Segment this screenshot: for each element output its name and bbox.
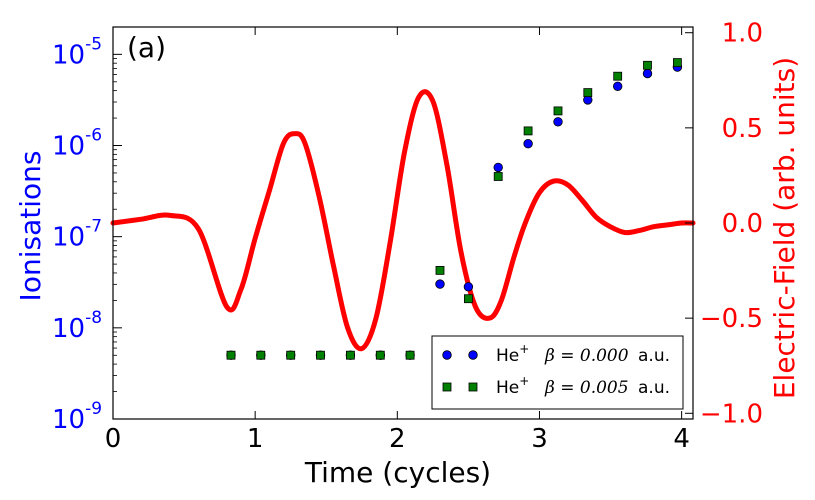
data-point-beta-0005 <box>316 350 325 360</box>
data-point-beta-0005 <box>643 60 652 70</box>
data-point-beta-0005 <box>286 350 296 360</box>
legend-label-ion: He+ <box>496 342 529 366</box>
legend-marker-square <box>468 382 478 392</box>
x-tick-label: 1 <box>247 424 264 454</box>
legend-label-ion: He+ <box>496 374 529 398</box>
data-point-beta-0 <box>493 162 503 173</box>
data-point-beta-0005 <box>613 71 623 81</box>
legend-marker-square <box>442 382 452 392</box>
x-tick-label: 0 <box>105 424 122 454</box>
right-axis-label: Electric-Field (arb. units) <box>768 57 801 399</box>
legend-label-beta: β = 0.000 <box>544 346 629 366</box>
data-point-beta-0 <box>463 282 474 292</box>
data-point-beta-0005 <box>435 265 445 275</box>
right-tick-labels: −1.0 −0.5 0.0 0.5 1.0 <box>700 19 763 430</box>
left-tick-label: 10-7 <box>52 217 102 253</box>
data-point-beta-0 <box>435 279 445 289</box>
left-tick-label: 10-6 <box>52 126 102 162</box>
right-tick-label: 0.0 <box>722 209 763 239</box>
data-point-beta-0 <box>613 81 623 92</box>
legend-box <box>431 335 684 410</box>
data-point-beta-0 <box>553 117 563 127</box>
right-tick-label: −1.0 <box>700 399 763 429</box>
right-tick-label: −0.5 <box>700 304 763 334</box>
panel-label: (a) <box>127 31 166 64</box>
data-point-beta-0005 <box>345 350 355 360</box>
x-tick-label: 4 <box>673 424 690 454</box>
legend-label-unit: a.u. <box>638 378 670 398</box>
legend-label-beta: β = 0.005 <box>544 378 629 398</box>
left-tick-label: 10-5 <box>52 34 102 70</box>
legend-marker-circle <box>468 350 478 360</box>
right-tick-label: 0.5 <box>722 114 763 144</box>
left-axis-label: Ionisations <box>14 151 47 302</box>
scatter-markers <box>226 58 683 360</box>
data-point-beta-0005 <box>523 126 533 136</box>
data-point-beta-0 <box>523 138 533 149</box>
legend-entry: He+ β = 0.005 a.u. <box>442 374 670 398</box>
electric-field-line <box>110 89 696 352</box>
right-tick-label: 1.0 <box>722 19 763 49</box>
data-point-beta-0005 <box>226 350 236 360</box>
legend-marker-circle <box>442 350 452 360</box>
data-point-beta-0005 <box>405 350 415 360</box>
x-tick-label: 2 <box>389 424 406 454</box>
x-axis-label: Time (cycles) <box>304 456 491 489</box>
legend-label-unit: a.u. <box>638 346 670 366</box>
data-point-beta-0005 <box>583 88 593 97</box>
legend-entry: He+ β = 0.000 a.u. <box>442 342 670 366</box>
left-tick-label: 10-8 <box>52 308 102 344</box>
data-point-beta-0005 <box>256 350 266 360</box>
data-point-beta-0 <box>642 68 653 79</box>
tick-marks <box>112 27 693 420</box>
legend: He+ β = 0.000 a.u. He+ β = 0.005 a.u. <box>431 335 684 410</box>
data-point-beta-0005 <box>673 58 682 67</box>
x-tick-labels: 0 1 2 3 4 <box>105 424 690 454</box>
data-point-beta-0005 <box>463 294 473 304</box>
data-point-beta-0005 <box>375 350 385 360</box>
data-point-beta-0005 <box>493 172 503 181</box>
data-point-beta-0005 <box>553 106 563 116</box>
left-tick-labels: 10-9 10-8 10-7 10-6 10-5 <box>52 34 102 435</box>
left-tick-label: 10-9 <box>52 399 102 435</box>
x-tick-label: 3 <box>531 424 548 454</box>
